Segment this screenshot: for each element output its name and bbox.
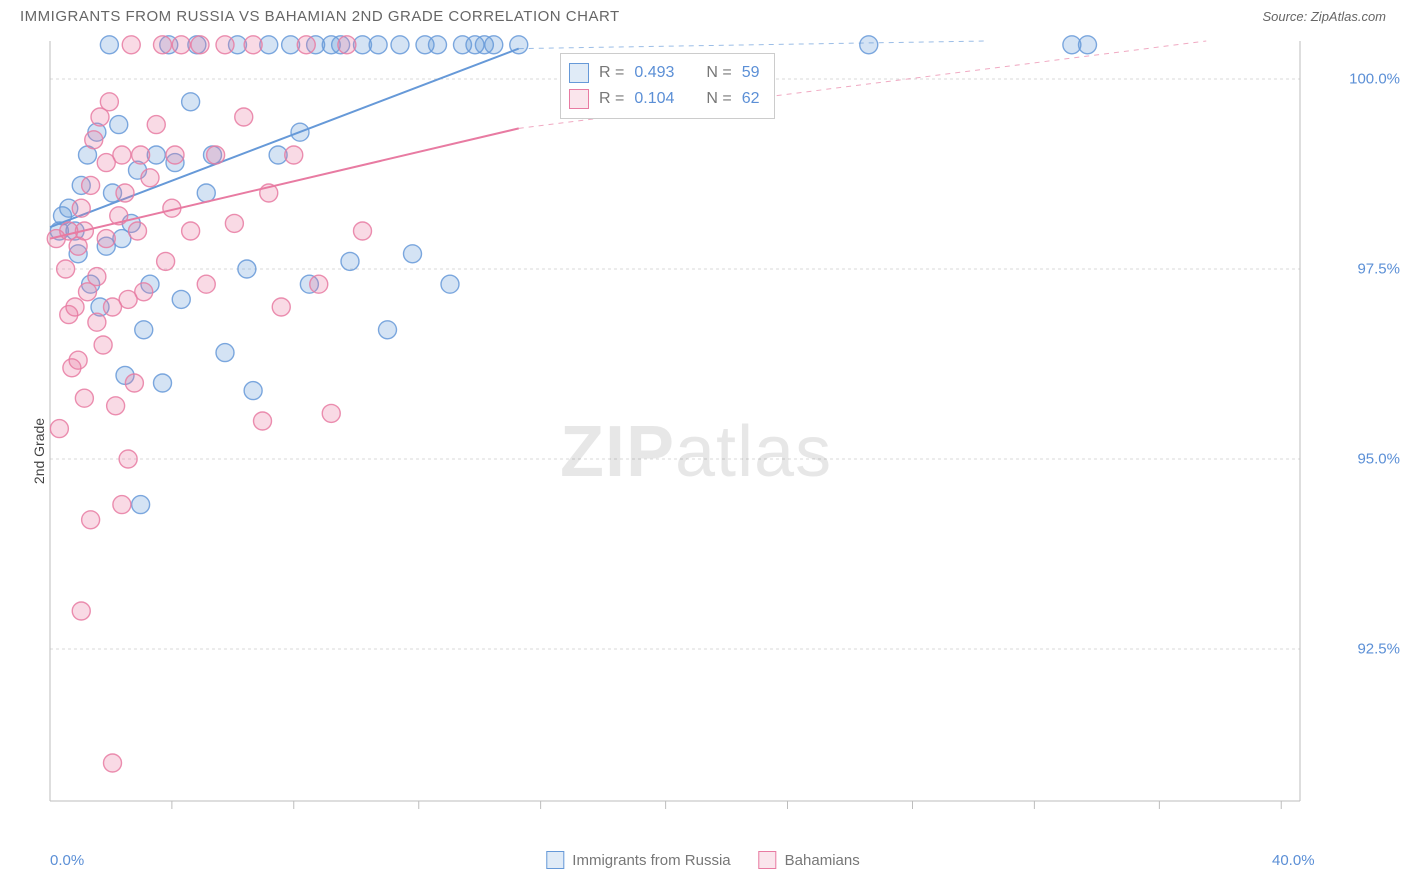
r-value: 0.493: [634, 60, 674, 86]
r-label: R =: [599, 86, 624, 112]
x-tick-label: 40.0%: [1272, 852, 1315, 869]
stats-row: R = 0.104 N = 62: [569, 86, 760, 112]
y-tick-label: 92.5%: [1357, 641, 1400, 658]
r-value: 0.104: [634, 86, 674, 112]
y-tick-label: 100.0%: [1349, 71, 1400, 88]
chart-area: 2nd Grade ZIPatlas R =0.493N =59R =0.104…: [0, 31, 1406, 871]
n-label: N =: [706, 60, 731, 86]
stats-row: R = 0.493 N = 59: [569, 60, 760, 86]
y-axis-label: 2nd Grade: [31, 418, 47, 484]
chart-header: IMMIGRANTS FROM RUSSIA VS BAHAMIAN 2ND G…: [0, 0, 1406, 31]
stats-swatch: [569, 63, 589, 83]
legend-swatch: [759, 851, 777, 869]
legend-swatch: [546, 851, 564, 869]
chart-title: IMMIGRANTS FROM RUSSIA VS BAHAMIAN 2ND G…: [20, 8, 620, 25]
r-label: R =: [599, 60, 624, 86]
bottom-legend: Immigrants from Russia Bahamians: [546, 851, 859, 869]
scatter-chart-svg: [0, 31, 1406, 871]
n-label: N =: [706, 86, 731, 112]
y-tick-label: 97.5%: [1357, 261, 1400, 278]
stats-swatch: [569, 89, 589, 109]
y-tick-label: 95.0%: [1357, 451, 1400, 468]
correlation-stats-box: R = 0.493 N = 59 R = 0.104 N = 62: [560, 53, 775, 119]
x-tick-label: 0.0%: [50, 852, 84, 869]
source-label: Source: ZipAtlas.com: [1262, 9, 1386, 24]
n-value: 62: [742, 86, 760, 112]
legend-label: Bahamians: [785, 852, 860, 869]
legend-item: Immigrants from Russia: [546, 851, 730, 869]
legend-item: Bahamians: [759, 851, 860, 869]
n-value: 59: [742, 60, 760, 86]
legend-label: Immigrants from Russia: [572, 852, 730, 869]
